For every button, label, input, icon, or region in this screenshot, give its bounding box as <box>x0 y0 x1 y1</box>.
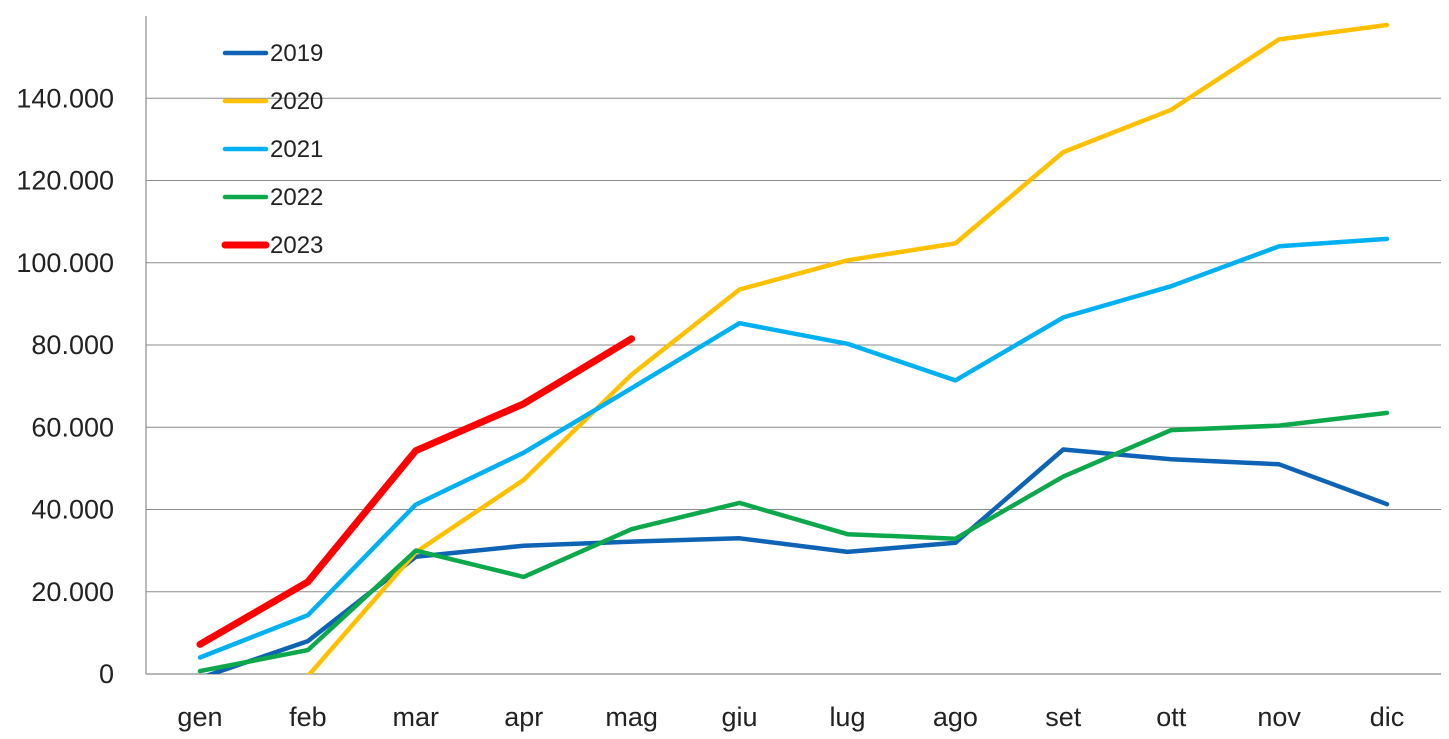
x-tick-label: dic <box>1370 702 1405 732</box>
y-tick-label: 20.000 <box>31 577 114 607</box>
y-tick-label: 100.000 <box>16 248 114 278</box>
x-tick-label: mag <box>605 702 658 732</box>
y-tick-label: 60.000 <box>31 412 114 442</box>
series-line-2023 <box>196 335 636 648</box>
y-axis-ticks: 0 20.000 40.000 60.000 80.000 100.000 120.000 1… <box>16 83 114 689</box>
x-tick-label: giu <box>722 702 758 732</box>
x-tick-label: ago <box>933 702 978 732</box>
y-tick-label: 40.000 <box>31 495 114 525</box>
series-line-2021 <box>197 236 1390 660</box>
series-line-2020 <box>306 22 1390 674</box>
y-tick-label: 140.000 <box>16 83 114 113</box>
x-tick-label: feb <box>289 702 327 732</box>
y-tick-label: 120.000 <box>16 166 114 196</box>
y-tick-label: 80.000 <box>31 330 114 360</box>
legend-label-2022: 2022 <box>270 184 323 211</box>
legend-label-2019: 2019 <box>270 40 323 67</box>
x-tick-label: set <box>1045 702 1082 732</box>
legend: 2019 2020 2021 2022 2023 <box>221 40 323 259</box>
x-tick-label: mar <box>393 702 440 732</box>
x-tick-label: lug <box>829 702 865 732</box>
series-line-2019 <box>205 447 1390 674</box>
series-lines <box>196 22 1390 674</box>
series-line-2022 <box>197 410 1390 674</box>
x-tick-label: gen <box>177 702 222 732</box>
y-tick-label: 0 <box>99 659 114 689</box>
legend-label-2023: 2023 <box>270 232 323 259</box>
gridlines <box>146 97 1441 593</box>
legend-label-2020: 2020 <box>270 88 323 115</box>
x-axis-ticks: gen feb mar apr mag giu lug ago set ott nov dic <box>177 702 1404 732</box>
x-tick-label: nov <box>1257 702 1301 732</box>
axes <box>145 16 1441 675</box>
x-tick-label: apr <box>504 702 543 732</box>
legend-label-2021: 2021 <box>270 136 323 163</box>
x-tick-label: ott <box>1156 702 1187 732</box>
